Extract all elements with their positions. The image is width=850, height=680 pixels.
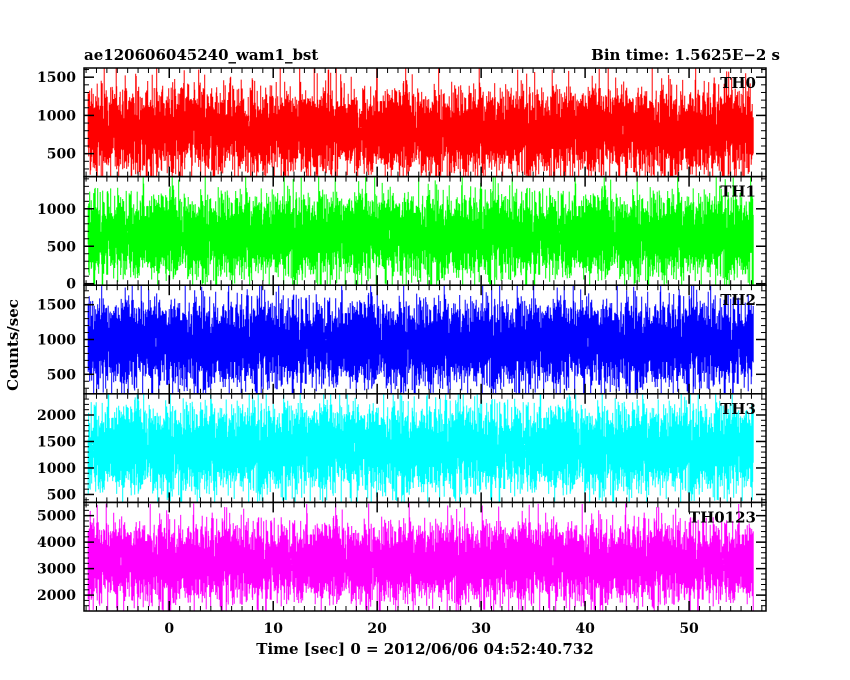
panel-label: TH2 <box>720 291 756 309</box>
panel-label: TH0 <box>720 74 756 92</box>
x-tick-label: 40 <box>575 621 595 637</box>
y-tick-label: 1000 <box>37 461 76 477</box>
chart-title-right: Bin time: 1.5625E−2 s <box>591 46 780 64</box>
y-tick-label: 1000 <box>37 202 76 218</box>
x-tick-label: 50 <box>679 621 699 637</box>
x-tick-label: 20 <box>367 621 387 637</box>
series-th2 <box>87 285 754 394</box>
panel-label: TH0123 <box>689 508 756 526</box>
panel-th0123: 2000 3000 4000 5000 TH0123 <box>37 501 767 612</box>
x-tick-label: 0 <box>164 621 174 637</box>
panel-label: TH1 <box>720 183 756 201</box>
y-tick-label: 2000 <box>37 408 76 424</box>
y-tick-label: 3000 <box>37 562 76 578</box>
y-tick-label: 1500 <box>37 434 76 450</box>
chart-title-left: ae120606045240_wam1_bst <box>84 46 318 64</box>
y-axis-label: Counts/sec <box>4 299 22 391</box>
y-tick-label: 500 <box>47 147 76 163</box>
panel-frame <box>83 501 767 612</box>
y-tick-label: 500 <box>47 239 76 255</box>
y-tick-label: 0 <box>66 277 76 293</box>
y-tick-label: 500 <box>47 487 76 503</box>
y-tick-label: 2000 <box>37 588 76 604</box>
panel-th3: 500 1000 1500 2000 TH3 <box>37 393 767 503</box>
x-tick-label: 30 <box>471 621 491 637</box>
x-tick-label: 10 <box>263 621 283 637</box>
panel-th0: 500 1000 1500 TH0 <box>37 67 767 178</box>
x-axis-label: Time [sec] 0 = 2012/06/06 04:52:40.732 <box>256 640 593 658</box>
series-th1 <box>87 176 754 286</box>
panel-label: TH3 <box>720 400 756 418</box>
y-tick-label: 1500 <box>37 298 76 314</box>
panel-th1: 0 500 1000 TH1 <box>37 175 767 293</box>
y-tick-label: 500 <box>47 367 76 383</box>
y-tick-label: 1000 <box>37 333 76 349</box>
series-th0 <box>87 68 754 177</box>
y-tick-label: 4000 <box>37 535 76 551</box>
series-th0123 <box>87 502 754 611</box>
series-th3 <box>87 393 754 503</box>
x-axis: 0 10 20 30 40 50 <box>164 621 699 637</box>
panel-th2: 500 1000 1500 TH2 <box>37 284 767 395</box>
y-tick-label: 1500 <box>37 70 76 86</box>
y-tick-label: 5000 <box>37 509 76 525</box>
y-tick-label: 1000 <box>37 108 76 124</box>
